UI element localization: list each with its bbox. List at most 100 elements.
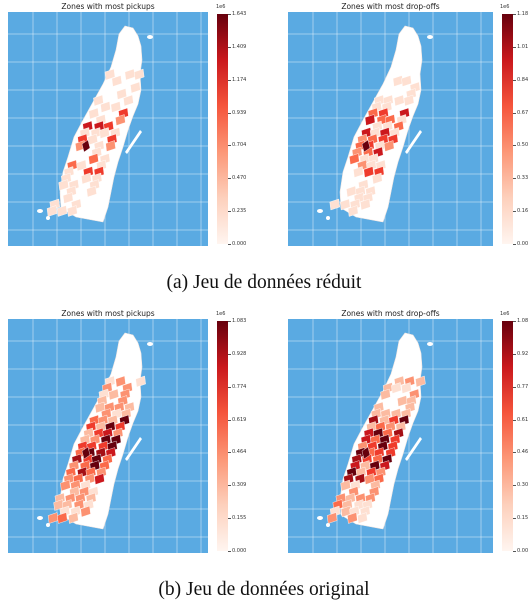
zone bbox=[403, 94, 415, 107]
zone bbox=[383, 140, 395, 152]
island bbox=[427, 35, 433, 39]
zone bbox=[347, 205, 359, 217]
zone bbox=[372, 172, 383, 185]
zone bbox=[80, 505, 91, 518]
zone bbox=[62, 192, 74, 204]
island bbox=[405, 437, 422, 461]
zone bbox=[115, 375, 126, 388]
colorbar-tick-label: 1.08 bbox=[512, 318, 528, 324]
colorbar-tick-label: 0.704 bbox=[227, 142, 247, 149]
zone bbox=[363, 166, 374, 178]
zone-max bbox=[81, 139, 91, 153]
map-title: Zones with most pickups bbox=[61, 309, 155, 318]
zone bbox=[401, 382, 412, 394]
zone bbox=[60, 479, 71, 492]
colorbar-tick-label: 0.000 bbox=[227, 241, 247, 247]
colorbar-tick-label: 0.000 bbox=[227, 548, 247, 554]
colorbar bbox=[217, 14, 228, 244]
zone bbox=[88, 107, 100, 120]
map-dropoffs-reduced bbox=[288, 12, 493, 246]
colorbar-exponent: 1e6 bbox=[500, 311, 510, 317]
zone bbox=[133, 68, 145, 81]
colorbar-tick-label: 1.409 bbox=[227, 43, 247, 50]
island bbox=[46, 523, 50, 527]
map-canvas bbox=[288, 12, 493, 246]
zone bbox=[94, 473, 105, 485]
colorbar-tick-label: 0.309 bbox=[227, 482, 247, 489]
zone bbox=[364, 114, 376, 126]
zone bbox=[340, 479, 351, 492]
zone bbox=[326, 512, 338, 524]
zone bbox=[104, 68, 116, 81]
colorbar-exponent: 1e6 bbox=[216, 4, 226, 10]
colorbar-tick-label: 0.470 bbox=[227, 175, 247, 182]
colorbar-tick-label: 0.30 bbox=[512, 482, 528, 489]
zone bbox=[110, 101, 122, 113]
zone bbox=[329, 198, 340, 211]
zone bbox=[58, 179, 69, 191]
island bbox=[37, 209, 43, 213]
zone-group bbox=[46, 68, 145, 217]
zone bbox=[111, 75, 123, 87]
zone bbox=[130, 81, 141, 94]
map-pickups-original bbox=[8, 319, 208, 553]
zone bbox=[347, 512, 358, 524]
island bbox=[405, 130, 422, 154]
colorbar-tick-label: 0.46 bbox=[512, 449, 528, 456]
island bbox=[125, 130, 142, 154]
map-canvas bbox=[8, 12, 208, 246]
colorbar-tick-label: 0.00 bbox=[512, 241, 528, 247]
colorbar-tick-label: 0.16 bbox=[512, 208, 528, 215]
map-canvas bbox=[8, 319, 208, 553]
zone bbox=[401, 75, 412, 87]
colorbar-tick-label: 0.235 bbox=[227, 208, 247, 215]
colorbar-tick-label: 0.61 bbox=[512, 416, 528, 423]
zone bbox=[100, 101, 111, 113]
colorbar-tick-label: 1.174 bbox=[227, 76, 247, 83]
map-title: Zones with most pickups bbox=[61, 2, 155, 11]
zone bbox=[57, 512, 68, 524]
zone bbox=[115, 114, 126, 126]
map-dropoffs-original bbox=[288, 319, 493, 553]
zone bbox=[67, 205, 78, 217]
zone-max bbox=[361, 139, 371, 153]
zone bbox=[415, 375, 426, 388]
colorbar-tick-label: 1.643 bbox=[227, 11, 247, 17]
zone bbox=[357, 512, 368, 524]
colorbar-tick-label: 0.33 bbox=[512, 175, 528, 182]
zone bbox=[116, 88, 127, 100]
zone bbox=[135, 375, 146, 388]
zone bbox=[391, 382, 402, 394]
zone-max bbox=[81, 446, 91, 460]
colorbar bbox=[502, 14, 513, 244]
zone bbox=[68, 512, 79, 524]
island bbox=[326, 523, 330, 527]
zone bbox=[99, 127, 110, 139]
caption-b: (b) Jeu de données original bbox=[158, 579, 370, 600]
zone bbox=[349, 153, 360, 165]
zone-max bbox=[361, 446, 371, 460]
colorbar-tick-label: 0.00 bbox=[512, 548, 528, 554]
colorbar bbox=[502, 321, 513, 551]
colorbar-tick-label: 0.77 bbox=[512, 383, 528, 390]
island bbox=[46, 216, 50, 220]
zone bbox=[353, 166, 364, 178]
island bbox=[326, 216, 330, 220]
colorbar bbox=[217, 321, 228, 551]
zone bbox=[339, 198, 351, 211]
zone-group bbox=[326, 375, 426, 524]
island bbox=[37, 516, 43, 520]
zone bbox=[380, 388, 391, 401]
island bbox=[317, 516, 323, 520]
colorbar-tick-label: 1.083 bbox=[227, 318, 247, 324]
zone bbox=[56, 205, 68, 217]
island bbox=[125, 437, 142, 461]
colorbar-tick-label: 0.619 bbox=[227, 416, 247, 423]
colorbar-tick-label: 0.774 bbox=[227, 383, 247, 390]
zone bbox=[105, 140, 116, 152]
zone bbox=[76, 159, 87, 172]
zone bbox=[360, 198, 371, 211]
colorbar-tick-label: 0.67 bbox=[512, 109, 528, 116]
zone bbox=[93, 94, 104, 107]
colorbar-tick-label: 0.155 bbox=[227, 515, 247, 522]
